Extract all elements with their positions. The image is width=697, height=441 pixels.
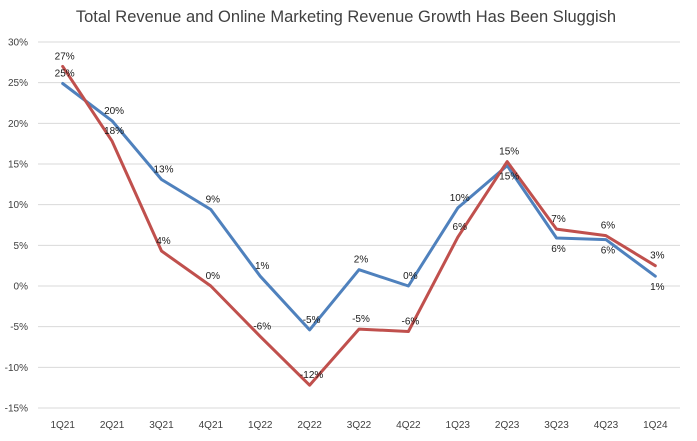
x-tick-label: 2Q21 [100, 420, 125, 431]
data-label: -6% [401, 317, 419, 328]
x-axis-ticks: 1Q21 2Q21 3Q21 4Q21 1Q22 2Q22 3Q22 4Q22 1Q23 2Q23… [50, 420, 668, 431]
data-label: 13% [153, 164, 173, 175]
y-tick-label: 30% [8, 38, 28, 49]
y-tick-label: 25% [8, 78, 28, 89]
data-label: 27% [55, 51, 75, 62]
x-tick-label: 2Q23 [495, 420, 520, 431]
y-tick-label: 0% [14, 282, 29, 293]
series-line-2 [61, 64, 657, 387]
x-tick-label: 1Q23 [446, 420, 471, 431]
y-tick-label: 5% [14, 241, 29, 252]
x-tick-label: 3Q22 [347, 420, 372, 431]
data-label: 9% [206, 195, 221, 206]
data-label: 3% [650, 251, 665, 262]
y-tick-label: -10% [5, 363, 28, 374]
x-tick-label: 1Q21 [50, 420, 75, 431]
y-tick-label: -15% [5, 404, 28, 415]
data-label: 6% [601, 246, 616, 257]
series-line-1 [61, 82, 657, 332]
chart-title: Total Revenue and Online Marketing Reven… [76, 8, 616, 26]
data-labels: 25% 20% 13% 9% 1% -5% 2% 0% 10% 15% 6% 6% 1% 27% 18% 4%… [55, 51, 665, 381]
y-tick-label: -5% [10, 322, 28, 333]
data-label: 25% [55, 68, 75, 79]
x-tick-label: 3Q21 [149, 420, 174, 431]
data-label: -6% [253, 321, 271, 332]
data-label: 1% [255, 261, 270, 272]
x-tick-label: 4Q22 [396, 420, 421, 431]
data-label: 1% [650, 282, 665, 293]
x-tick-label: 1Q22 [248, 420, 273, 431]
series-lines [61, 64, 657, 387]
y-axis-ticks: -15% -10% -5% 0% 5% 10% 15% 20% 25% 30% [5, 38, 28, 415]
data-label: 0% [403, 271, 418, 282]
data-label: -5% [303, 315, 321, 326]
x-tick-label: 2Q22 [297, 420, 322, 431]
x-tick-label: 4Q21 [199, 420, 224, 431]
data-label: 6% [601, 221, 616, 232]
data-label: 4% [156, 236, 171, 247]
x-tick-label: 4Q23 [594, 420, 619, 431]
x-tick-label: 1Q24 [643, 420, 668, 431]
y-tick-label: 15% [8, 160, 28, 171]
data-label: 15% [499, 147, 519, 158]
data-label: 20% [104, 106, 124, 117]
data-label: -12% [300, 370, 323, 381]
data-label: 2% [354, 255, 369, 266]
data-label: 18% [104, 126, 124, 137]
data-label: 7% [551, 214, 566, 225]
data-label: 0% [206, 271, 221, 282]
data-label: -5% [352, 314, 370, 325]
data-label: 6% [453, 222, 468, 233]
data-label: 15% [499, 172, 519, 183]
y-tick-label: 10% [8, 200, 28, 211]
x-tick-label: 3Q23 [544, 420, 569, 431]
data-label: 10% [450, 193, 470, 204]
gridlines [38, 41, 680, 409]
y-tick-label: 20% [8, 119, 28, 130]
data-label: 6% [551, 244, 566, 255]
